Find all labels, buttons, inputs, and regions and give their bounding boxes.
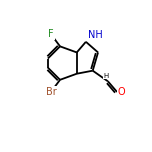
Text: Br: Br: [46, 87, 56, 97]
Text: NH: NH: [88, 29, 103, 40]
Text: O: O: [118, 87, 125, 97]
Text: F: F: [48, 29, 54, 39]
Text: H: H: [103, 73, 108, 79]
